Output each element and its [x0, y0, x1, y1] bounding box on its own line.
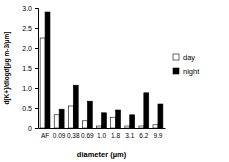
y-tick-label: 1.5: [22, 65, 32, 72]
legend-label: night: [183, 67, 200, 76]
x-tick: 0.09: [53, 128, 66, 139]
y-tick-mark: [35, 128, 38, 129]
x-tick: 0.69: [81, 128, 94, 139]
x-tick-label: 6.2: [139, 132, 148, 139]
x-axis-line: [39, 128, 166, 129]
x-tick-label: 0.69: [81, 132, 94, 139]
y-tick-label: 2.0: [22, 45, 32, 52]
bar: [59, 109, 64, 128]
y-tick-mark: [35, 8, 38, 9]
x-tick: 1.0: [97, 128, 106, 139]
x-tick: 9.9: [153, 128, 162, 139]
x-tick-label: AF: [41, 132, 49, 139]
bar: [54, 115, 59, 128]
y-tick-mark: [35, 108, 38, 109]
legend-label: day: [183, 53, 195, 62]
bar: [139, 126, 144, 128]
bar: [111, 117, 116, 128]
y-tick-mark: [35, 88, 38, 89]
chart: 00.51.01.52.02.53.0AF0.090.380.691.01.83…: [0, 0, 229, 162]
x-tick: 0.38: [67, 128, 80, 139]
bar: [116, 110, 121, 128]
legend-swatch: [173, 68, 179, 74]
y-tick: 2.0: [22, 45, 38, 52]
x-tick-label: 0.38: [67, 132, 80, 139]
bar: [68, 106, 73, 128]
y-tick-label: 0: [28, 125, 32, 132]
y-tick: 1.0: [22, 85, 38, 92]
bar: [153, 125, 158, 128]
x-tick-label: 0.09: [53, 132, 66, 139]
x-tick: 1.8: [111, 128, 120, 139]
bar: [82, 121, 87, 128]
y-tick-mark: [35, 68, 38, 69]
bar: [130, 115, 135, 128]
x-axis-title: diameter (µm): [77, 150, 127, 159]
y-tick-mark: [35, 48, 38, 49]
legend-entry: night: [173, 67, 200, 76]
y-tick: 0: [28, 125, 38, 132]
legend: day night: [173, 53, 200, 76]
bar: [73, 85, 78, 128]
bar: [45, 12, 50, 128]
y-axis: 0 0.5 1.0 1.5 2.0 2.5 3.0: [22, 5, 38, 132]
plot: 00.51.01.52.02.53.0AF0.090.380.691.01.83…: [22, 5, 165, 139]
bar: [102, 113, 107, 128]
y-tick: 2.5: [22, 25, 38, 32]
bar: [144, 93, 149, 128]
x-axis: AF 0.090.380.691.0 1.8 3.1 6.2 9.9: [39, 128, 166, 139]
y-tick: 1.5: [22, 65, 38, 72]
x-tick: 6.2: [139, 128, 148, 139]
bar: [158, 104, 163, 128]
y-tick: 0.5: [22, 105, 38, 112]
y-axis-line: [35, 9, 39, 129]
y-tick-label: 2.5: [22, 25, 32, 32]
y-tick-label: 0.5: [22, 105, 32, 112]
x-tick-label: 9.9: [153, 132, 162, 139]
y-axis-title: d[K+]/dlogd[µg m-3/µm]: [3, 31, 11, 104]
legend-swatch: [173, 54, 179, 60]
x-tick-label: 1.0: [97, 132, 106, 139]
bar: [125, 126, 130, 128]
legend-entry: day: [173, 53, 195, 62]
x-tick: AF: [41, 128, 49, 139]
bar: [87, 101, 92, 128]
x-tick-label: 1.8: [111, 132, 120, 139]
x-tick-label: 3.1: [125, 132, 134, 139]
x-tick: 3.1: [125, 128, 134, 139]
bars: [40, 12, 163, 128]
bar: [97, 126, 102, 128]
y-tick-mark: [35, 28, 38, 29]
y-tick: 3.0: [22, 5, 38, 12]
y-tick-label: 1.0: [22, 85, 32, 92]
bar: [40, 38, 45, 128]
y-tick-label: 3.0: [22, 5, 32, 12]
